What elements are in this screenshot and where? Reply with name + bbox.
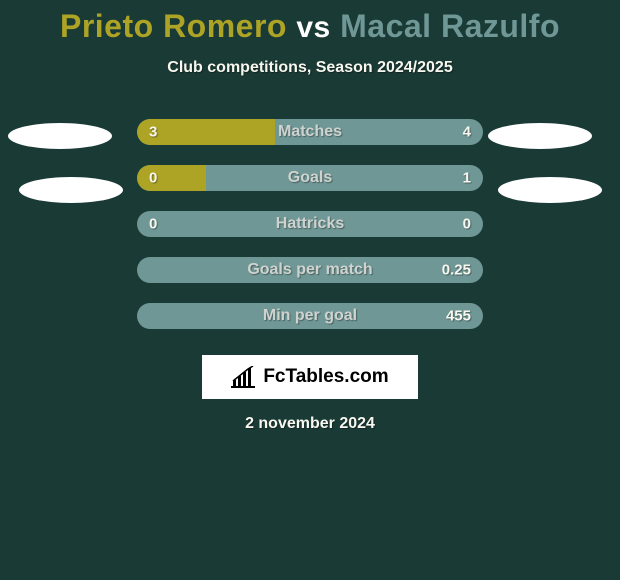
stat-value-player2: 0 [463,216,471,233]
stat-row: Goals per match 0.25 [0,247,620,293]
bar-fill-player1 [137,119,275,145]
logo-prefix: Fc [263,366,285,387]
bar-fill-player2 [206,165,483,191]
club-badge-placeholder [488,123,592,149]
stat-bar: Hattricks 0 0 [137,211,483,237]
club-badge-placeholder [498,177,602,203]
stat-bar: Matches 3 4 [137,119,483,145]
club-badge-placeholder [19,177,123,203]
subtitle: Club competitions, Season 2024/2025 [0,59,620,77]
page-title: Prieto Romero vs Macal Razulfo [0,0,620,45]
stat-value-player2: 0.25 [442,262,471,279]
stat-label: Goals per match [247,261,372,279]
logo-badge[interactable]: FcTables.com [202,355,418,399]
club-badge-placeholder [8,123,112,149]
stat-label: Min per goal [263,307,357,325]
stat-value-player1: 0 [149,216,157,233]
stat-row: Hattricks 0 0 [0,201,620,247]
stat-label: Matches [278,123,342,141]
stat-row: Min per goal 455 [0,293,620,339]
stat-value-player1: 0 [149,170,157,187]
logo-suffix: .com [344,366,388,387]
stat-value-player2: 4 [463,124,471,141]
title-player1: Prieto Romero [60,8,287,44]
stat-label: Hattricks [276,215,344,233]
stat-value-player2: 1 [463,170,471,187]
title-vs: vs [296,11,330,44]
stat-bar: Goals 0 1 [137,165,483,191]
logo-text: FcTables.com [263,366,388,388]
title-player2: Macal Razulfo [340,8,560,44]
date-line: 2 november 2024 [0,415,620,433]
stat-value-player2: 455 [446,308,471,325]
logo-main: Tables [286,366,345,387]
stat-value-player1: 3 [149,124,157,141]
stat-bar: Goals per match 0.25 [137,257,483,283]
bar-fill-player1 [137,165,206,191]
barchart-icon [231,366,257,388]
stat-label: Goals [288,169,332,187]
comparison-card: Prieto Romero vs Macal Razulfo Club comp… [0,0,620,580]
stat-bar: Min per goal 455 [137,303,483,329]
